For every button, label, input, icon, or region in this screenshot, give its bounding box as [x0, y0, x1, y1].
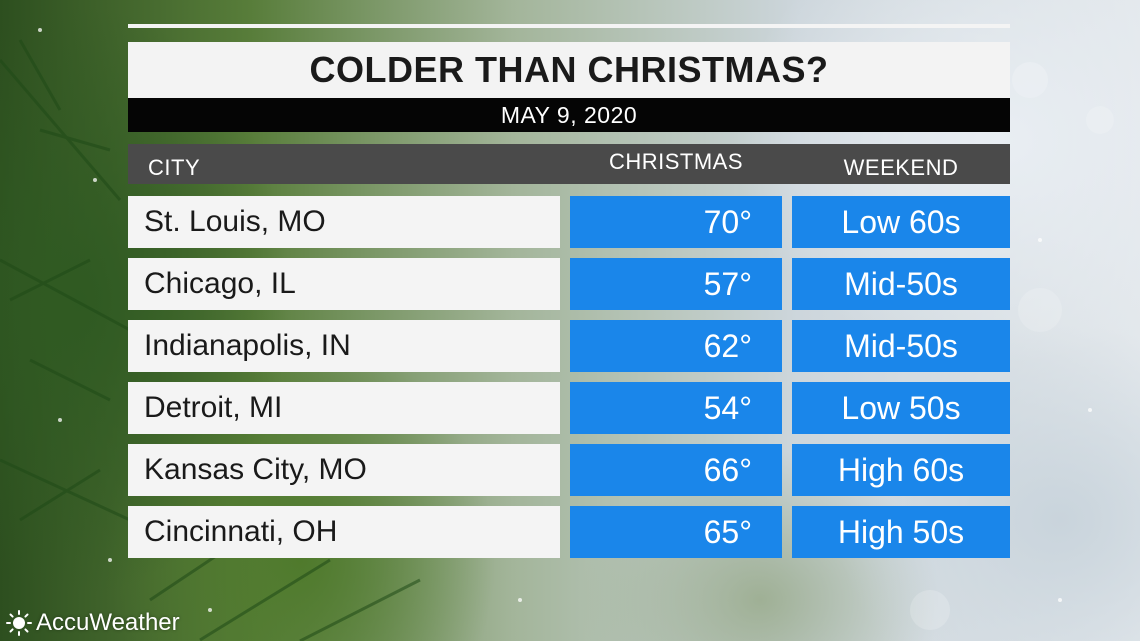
weekend-forecast-cell: Low 60s — [792, 196, 1010, 248]
city-cell: Chicago, IL — [128, 258, 560, 310]
christmas-temp-cell: 57° — [570, 258, 782, 310]
weekend-forecast: Mid-50s — [844, 265, 958, 302]
date-label: MAY 9, 2020 — [500, 101, 638, 128]
date-bar: MAY 9, 2020 — [128, 98, 1010, 132]
christmas-temp-cell: 66° — [570, 444, 782, 496]
city-name: Kansas City, MO — [144, 453, 367, 486]
table-row: Cincinnati, OH 65° High 50s — [0, 506, 1140, 558]
weekend-forecast-cell: Mid-50s — [792, 320, 1010, 372]
city-cell: Kansas City, MO — [128, 444, 560, 496]
pine-branches-decoration — [0, 39, 421, 641]
weekend-forecast: Low 60s — [841, 203, 961, 240]
table-row: Kansas City, MO 66° High 60s — [0, 444, 1140, 496]
header-weekend: WEEKEND — [843, 155, 959, 180]
table-header: CITY CHRISTMAS WEEKEND — [128, 144, 1010, 184]
table-row: St. Louis, MO 70° Low 60s — [0, 196, 1140, 248]
city-cell: Indianapolis, IN — [128, 320, 560, 372]
weekend-forecast: Mid-50s — [844, 327, 958, 364]
table-row: Indianapolis, IN 62° Mid-50s — [0, 320, 1140, 372]
city-cell: Cincinnati, OH — [128, 506, 560, 558]
christmas-temp: 65° — [703, 513, 752, 550]
logo-text: AccuWeather — [36, 609, 180, 636]
christmas-temp-cell: 70° — [570, 196, 782, 248]
header-christmas: CHRISTMAS — [608, 149, 744, 174]
accuweather-logo: AccuWeather — [6, 608, 180, 638]
weekend-forecast-cell: Low 50s — [792, 382, 1010, 434]
christmas-temp: 57° — [703, 265, 752, 302]
city-name: Detroit, MI — [144, 391, 283, 424]
city-name: St. Louis, MO — [144, 205, 326, 238]
weekend-forecast-cell: High 50s — [792, 506, 1010, 558]
christmas-temp: 54° — [703, 389, 752, 426]
table-row: Detroit, MI 54° Low 50s — [0, 382, 1140, 434]
snow-decoration — [38, 28, 1114, 630]
weekend-forecast: High 50s — [837, 513, 965, 550]
page-title: COLDER THAN CHRISTMAS? — [309, 49, 829, 90]
christmas-temp: 66° — [703, 451, 752, 488]
christmas-temp-cell: 62° — [570, 320, 782, 372]
christmas-temp: 70° — [703, 203, 752, 240]
city-cell: St. Louis, MO — [128, 196, 560, 248]
christmas-temp: 62° — [703, 327, 752, 364]
city-name: Chicago, IL — [144, 267, 296, 300]
title-bar: COLDER THAN CHRISTMAS? — [128, 42, 1010, 98]
header-city: CITY — [148, 155, 201, 180]
sun-icon — [6, 610, 32, 636]
table-row: Chicago, IL 57° Mid-50s — [0, 258, 1140, 310]
christmas-temp-cell: 65° — [570, 506, 782, 558]
christmas-temp-cell: 54° — [570, 382, 782, 434]
weekend-forecast-cell: Mid-50s — [792, 258, 1010, 310]
top-divider — [128, 24, 1010, 28]
weekend-forecast: Low 50s — [841, 389, 961, 426]
weekend-forecast: High 60s — [837, 451, 965, 488]
city-cell: Detroit, MI — [128, 382, 560, 434]
weekend-forecast-cell: High 60s — [792, 444, 1010, 496]
city-name: Cincinnati, OH — [144, 515, 338, 548]
city-name: Indianapolis, IN — [144, 329, 351, 362]
